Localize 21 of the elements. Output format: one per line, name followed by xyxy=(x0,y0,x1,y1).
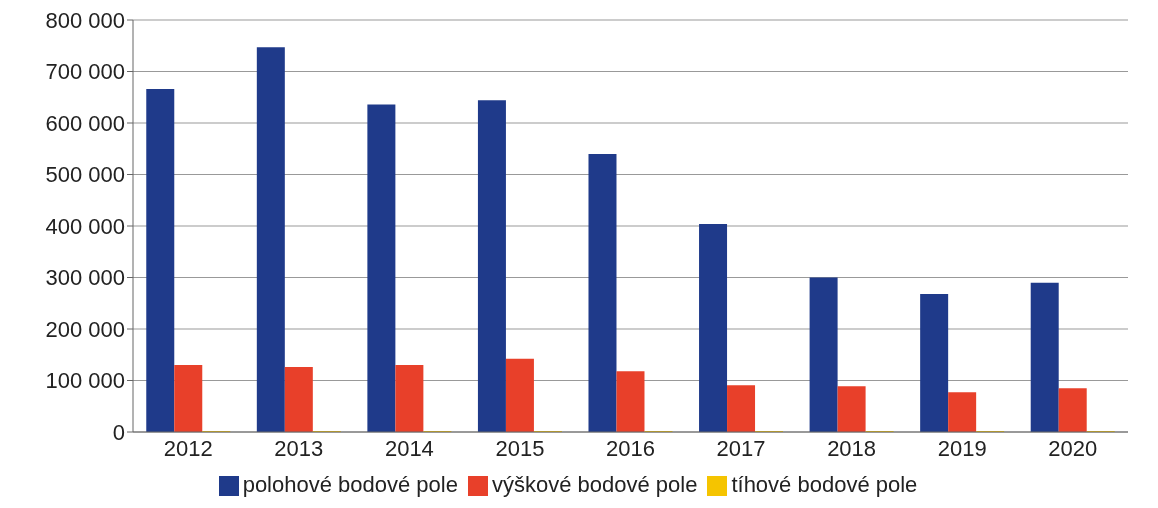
legend-label: tíhové bodové pole xyxy=(731,472,918,497)
y-tick-label: 200 000 xyxy=(45,316,125,342)
y-tick-label: 300 000 xyxy=(45,265,125,291)
y-tick-label: 700 000 xyxy=(45,59,125,85)
x-tick-label: 2012 xyxy=(163,435,213,461)
x-tick-label: 2013 xyxy=(274,435,324,461)
y-tick-label: 0 xyxy=(112,419,125,445)
legend-label: výškové bodové pole xyxy=(491,472,698,497)
x-tick-label: 2016 xyxy=(606,435,655,461)
x-tick-label: 2015 xyxy=(495,435,545,461)
y-tick-label: 400 000 xyxy=(45,213,125,239)
x-tick-label: 2018 xyxy=(827,435,877,461)
x-tick-label: 2019 xyxy=(937,435,987,461)
y-tick-label: 100 000 xyxy=(45,368,125,394)
legend-label: polohové bodové pole xyxy=(242,472,458,497)
x-tick-label: 2014 xyxy=(384,435,434,461)
y-tick-label: 800 000 xyxy=(45,7,125,33)
x-tick-label: 2017 xyxy=(716,435,766,461)
y-tick-label: 600 000 xyxy=(45,110,125,136)
y-tick-label: 500 000 xyxy=(45,162,125,188)
x-tick-label: 2020 xyxy=(1048,435,1098,461)
